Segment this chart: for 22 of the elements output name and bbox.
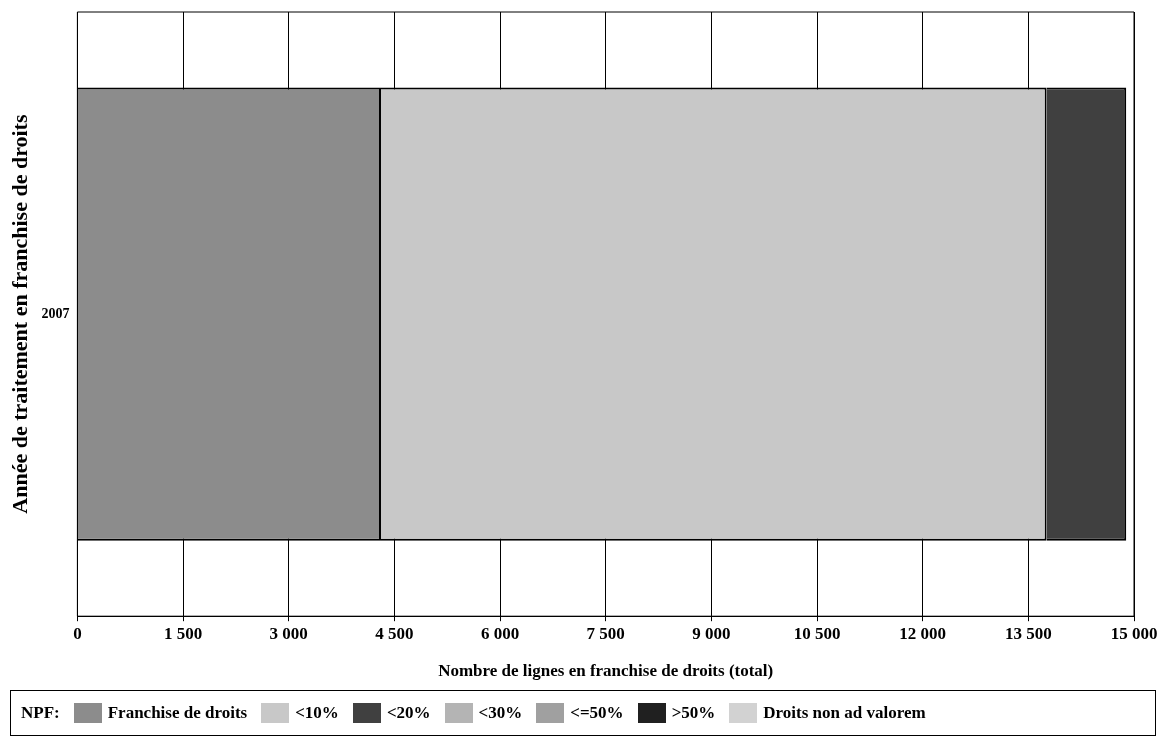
legend-label: <30% (478, 703, 523, 723)
x-tick-label: 10 500 (793, 623, 841, 643)
x-tick-label: 4 500 (375, 623, 414, 643)
x-tick-label: 1 500 (163, 623, 203, 643)
legend-label: Droits non ad valorem (763, 703, 926, 723)
x-tick-label: 9 000 (692, 623, 731, 643)
x-tick-label: 3 000 (269, 623, 308, 643)
legend-label: >50% (671, 703, 716, 723)
x-tick-label: 7 500 (586, 623, 625, 643)
y-axis-title: Année de traitement en franchise de droits (6, 114, 32, 514)
y-tick-label: 2007 (41, 305, 70, 321)
x-tick-label: 6 000 (480, 623, 520, 643)
legend-title: NPF: (21, 703, 60, 723)
x-tick-label: 0 (73, 623, 82, 643)
legend-label: <20% (386, 703, 431, 723)
x-tick-label: 15 000 (1110, 623, 1158, 643)
legend-label: Franchise de droits (107, 703, 248, 723)
legend-label: <=50% (570, 703, 624, 723)
x-tick-label: 13 500 (1004, 623, 1052, 643)
x-axis-title: Nombre de lignes en franchise de droits (total) (438, 661, 774, 681)
legend-label: <10% (295, 703, 339, 723)
x-tick-label: 12 000 (899, 623, 947, 643)
